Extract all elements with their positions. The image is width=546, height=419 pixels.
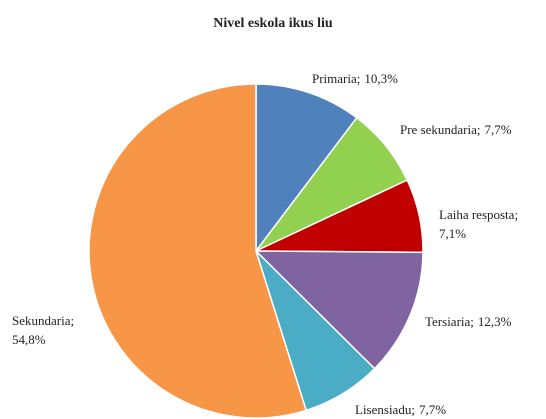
label-value: 7,7% — [485, 122, 512, 137]
pie-slice — [88, 83, 308, 419]
label-value: 7,7% — [419, 402, 446, 417]
data-label: Laiha resposta; 7,1% — [439, 207, 518, 241]
data-label: Sekundaria; 54,8% — [12, 313, 74, 347]
data-label: Pre sekundaria; 7,7% — [400, 122, 512, 137]
label-category: Tersiaria; — [425, 314, 474, 329]
label-value: 12,3% — [478, 314, 512, 329]
data-label: Tersiaria; 12,3% — [425, 314, 512, 329]
label-category: Lisensiadu; — [355, 402, 415, 417]
data-label: Primaria; 10,3% — [312, 71, 398, 86]
chart-title: Nivel eskola ikus liu — [213, 16, 333, 31]
data-label: Lisensiadu; 7,7% — [355, 402, 446, 417]
label-category: Pre sekundaria; — [400, 122, 481, 137]
label-category: Laiha resposta; — [439, 207, 518, 222]
label-value: 54,8% — [12, 332, 46, 347]
label-category: Sekundaria; — [12, 313, 74, 328]
label-value: 7,1% — [439, 226, 466, 241]
pie-slice — [255, 83, 358, 254]
label-value: 10,3% — [364, 71, 398, 86]
pie-slice — [254, 250, 424, 370]
label-category: Primaria; — [312, 71, 360, 86]
